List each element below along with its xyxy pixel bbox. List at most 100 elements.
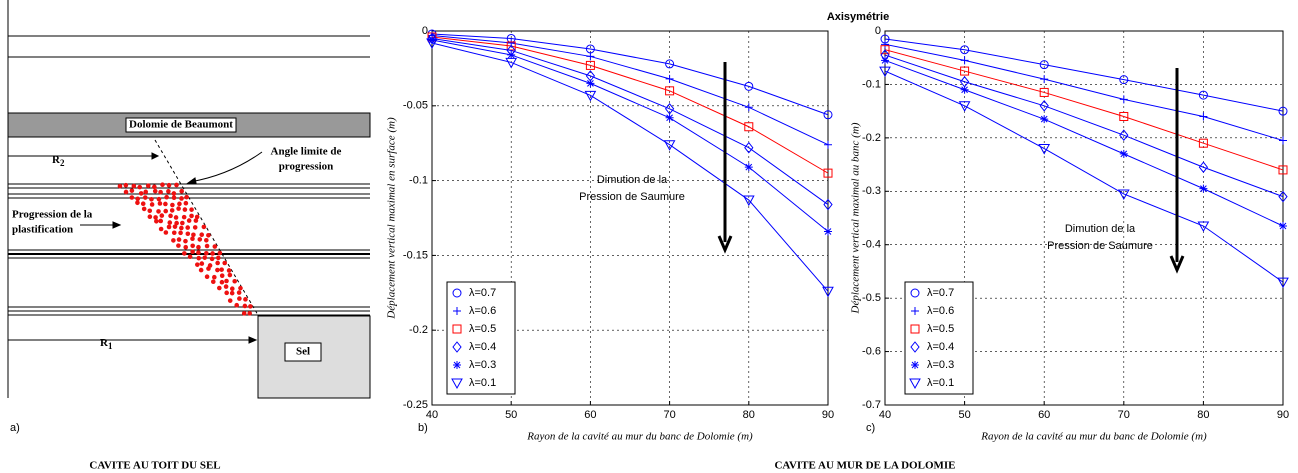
marker <box>586 79 595 88</box>
marker <box>1119 95 1128 104</box>
series-line <box>884 70 1284 283</box>
plastic-point <box>192 225 198 230</box>
plastic-point <box>219 273 225 278</box>
marker <box>428 35 436 44</box>
plastic-point <box>153 215 158 220</box>
marker <box>960 56 969 65</box>
plastic-point <box>157 201 163 206</box>
plastic-point <box>149 202 155 207</box>
plastic-point <box>171 230 177 236</box>
plastic-point <box>215 260 220 266</box>
plastic-point <box>206 232 211 238</box>
marker <box>910 341 920 353</box>
x-tick-label: 50 <box>958 409 970 421</box>
plastic-point <box>138 191 144 196</box>
plastic-point <box>242 303 248 309</box>
plastic-point <box>217 250 223 256</box>
plastic-point <box>179 188 184 194</box>
plastic-point <box>156 209 161 214</box>
panel-label: b) <box>418 422 428 434</box>
plastic-point <box>131 183 137 189</box>
marker <box>881 40 889 49</box>
plastic-point <box>229 286 235 292</box>
plastic-point <box>160 182 165 188</box>
x-axis-label: Rayon de la cavité au mur du banc de Dol… <box>980 431 1207 443</box>
plastic-point <box>135 196 140 202</box>
plastic-point <box>197 237 203 242</box>
legend-box <box>904 281 974 395</box>
plastic-point <box>184 194 189 200</box>
progression-label: plastification <box>12 224 73 236</box>
marker <box>909 378 921 390</box>
plastic-point <box>159 213 165 218</box>
plastic-point <box>145 183 151 189</box>
plastic-point <box>170 202 175 208</box>
legend-label: λ=0.4 <box>469 341 496 353</box>
plastic-point <box>248 304 253 309</box>
series-line <box>431 37 829 205</box>
plastic-point <box>215 267 220 273</box>
marker <box>453 361 461 369</box>
plastic-point <box>183 244 189 250</box>
plastic-point <box>163 230 169 235</box>
plastic-point <box>202 255 208 260</box>
marker <box>1038 144 1051 155</box>
plastic-point <box>171 195 177 201</box>
plastic-point <box>166 224 172 230</box>
plastic-point <box>232 278 238 284</box>
y-tick-label: -0.1 <box>862 78 881 90</box>
plastic-point <box>204 238 209 243</box>
marker <box>505 57 518 69</box>
annotation: Dimution de la <box>1065 223 1136 235</box>
plastic-point <box>193 218 199 223</box>
marker <box>823 168 833 178</box>
plastic-point <box>182 207 188 212</box>
series-line <box>431 33 829 116</box>
plastic-point <box>209 256 215 262</box>
plastic-point <box>226 268 232 273</box>
y-axis-label: Déplacement vertical maximal au banc (m) <box>850 122 862 314</box>
plastic-point <box>227 298 233 303</box>
progression-label: Progression de la <box>12 209 93 221</box>
marker <box>1039 60 1049 70</box>
marker <box>1199 112 1208 121</box>
plastic-point <box>198 267 204 273</box>
marker <box>586 52 595 61</box>
plastic-point <box>195 262 200 267</box>
plastic-point <box>129 188 135 193</box>
plastic-point <box>123 189 129 195</box>
legend-label: λ=0.1 <box>469 377 496 389</box>
marker <box>507 50 516 59</box>
x-tick-label: 80 <box>1197 409 1209 421</box>
plastic-point <box>234 302 240 308</box>
legend-label: λ=0.1 <box>927 377 954 389</box>
annotation-arrowhead <box>717 235 733 254</box>
y-tick-label: 0 <box>422 25 428 37</box>
plastic-point <box>166 182 172 188</box>
plastic-point <box>156 196 162 202</box>
y-tick-label: -0.05 <box>403 100 428 112</box>
marker <box>824 140 832 149</box>
plastic-point <box>227 272 233 278</box>
y-tick-label: -0.1 <box>409 175 428 187</box>
plastic-zone <box>117 182 253 316</box>
plastic-point <box>149 196 154 202</box>
marker <box>665 113 674 122</box>
x-tick-label: 50 <box>505 409 517 421</box>
marker <box>452 341 462 353</box>
plastic-point <box>143 189 149 195</box>
marker <box>1279 222 1287 231</box>
x-tick-label: 90 <box>1277 409 1289 421</box>
marker <box>1199 184 1208 193</box>
panel-label: c) <box>866 422 875 434</box>
marker <box>452 288 462 298</box>
plastic-point <box>176 237 182 242</box>
panel-label: a) <box>10 422 20 434</box>
marker <box>960 45 970 55</box>
marker <box>426 38 438 49</box>
legend-label: λ=0.3 <box>927 359 954 371</box>
plastic-point <box>141 206 147 212</box>
plastic-point <box>217 285 222 291</box>
plastic-point <box>179 225 184 231</box>
plastic-point <box>204 274 210 280</box>
